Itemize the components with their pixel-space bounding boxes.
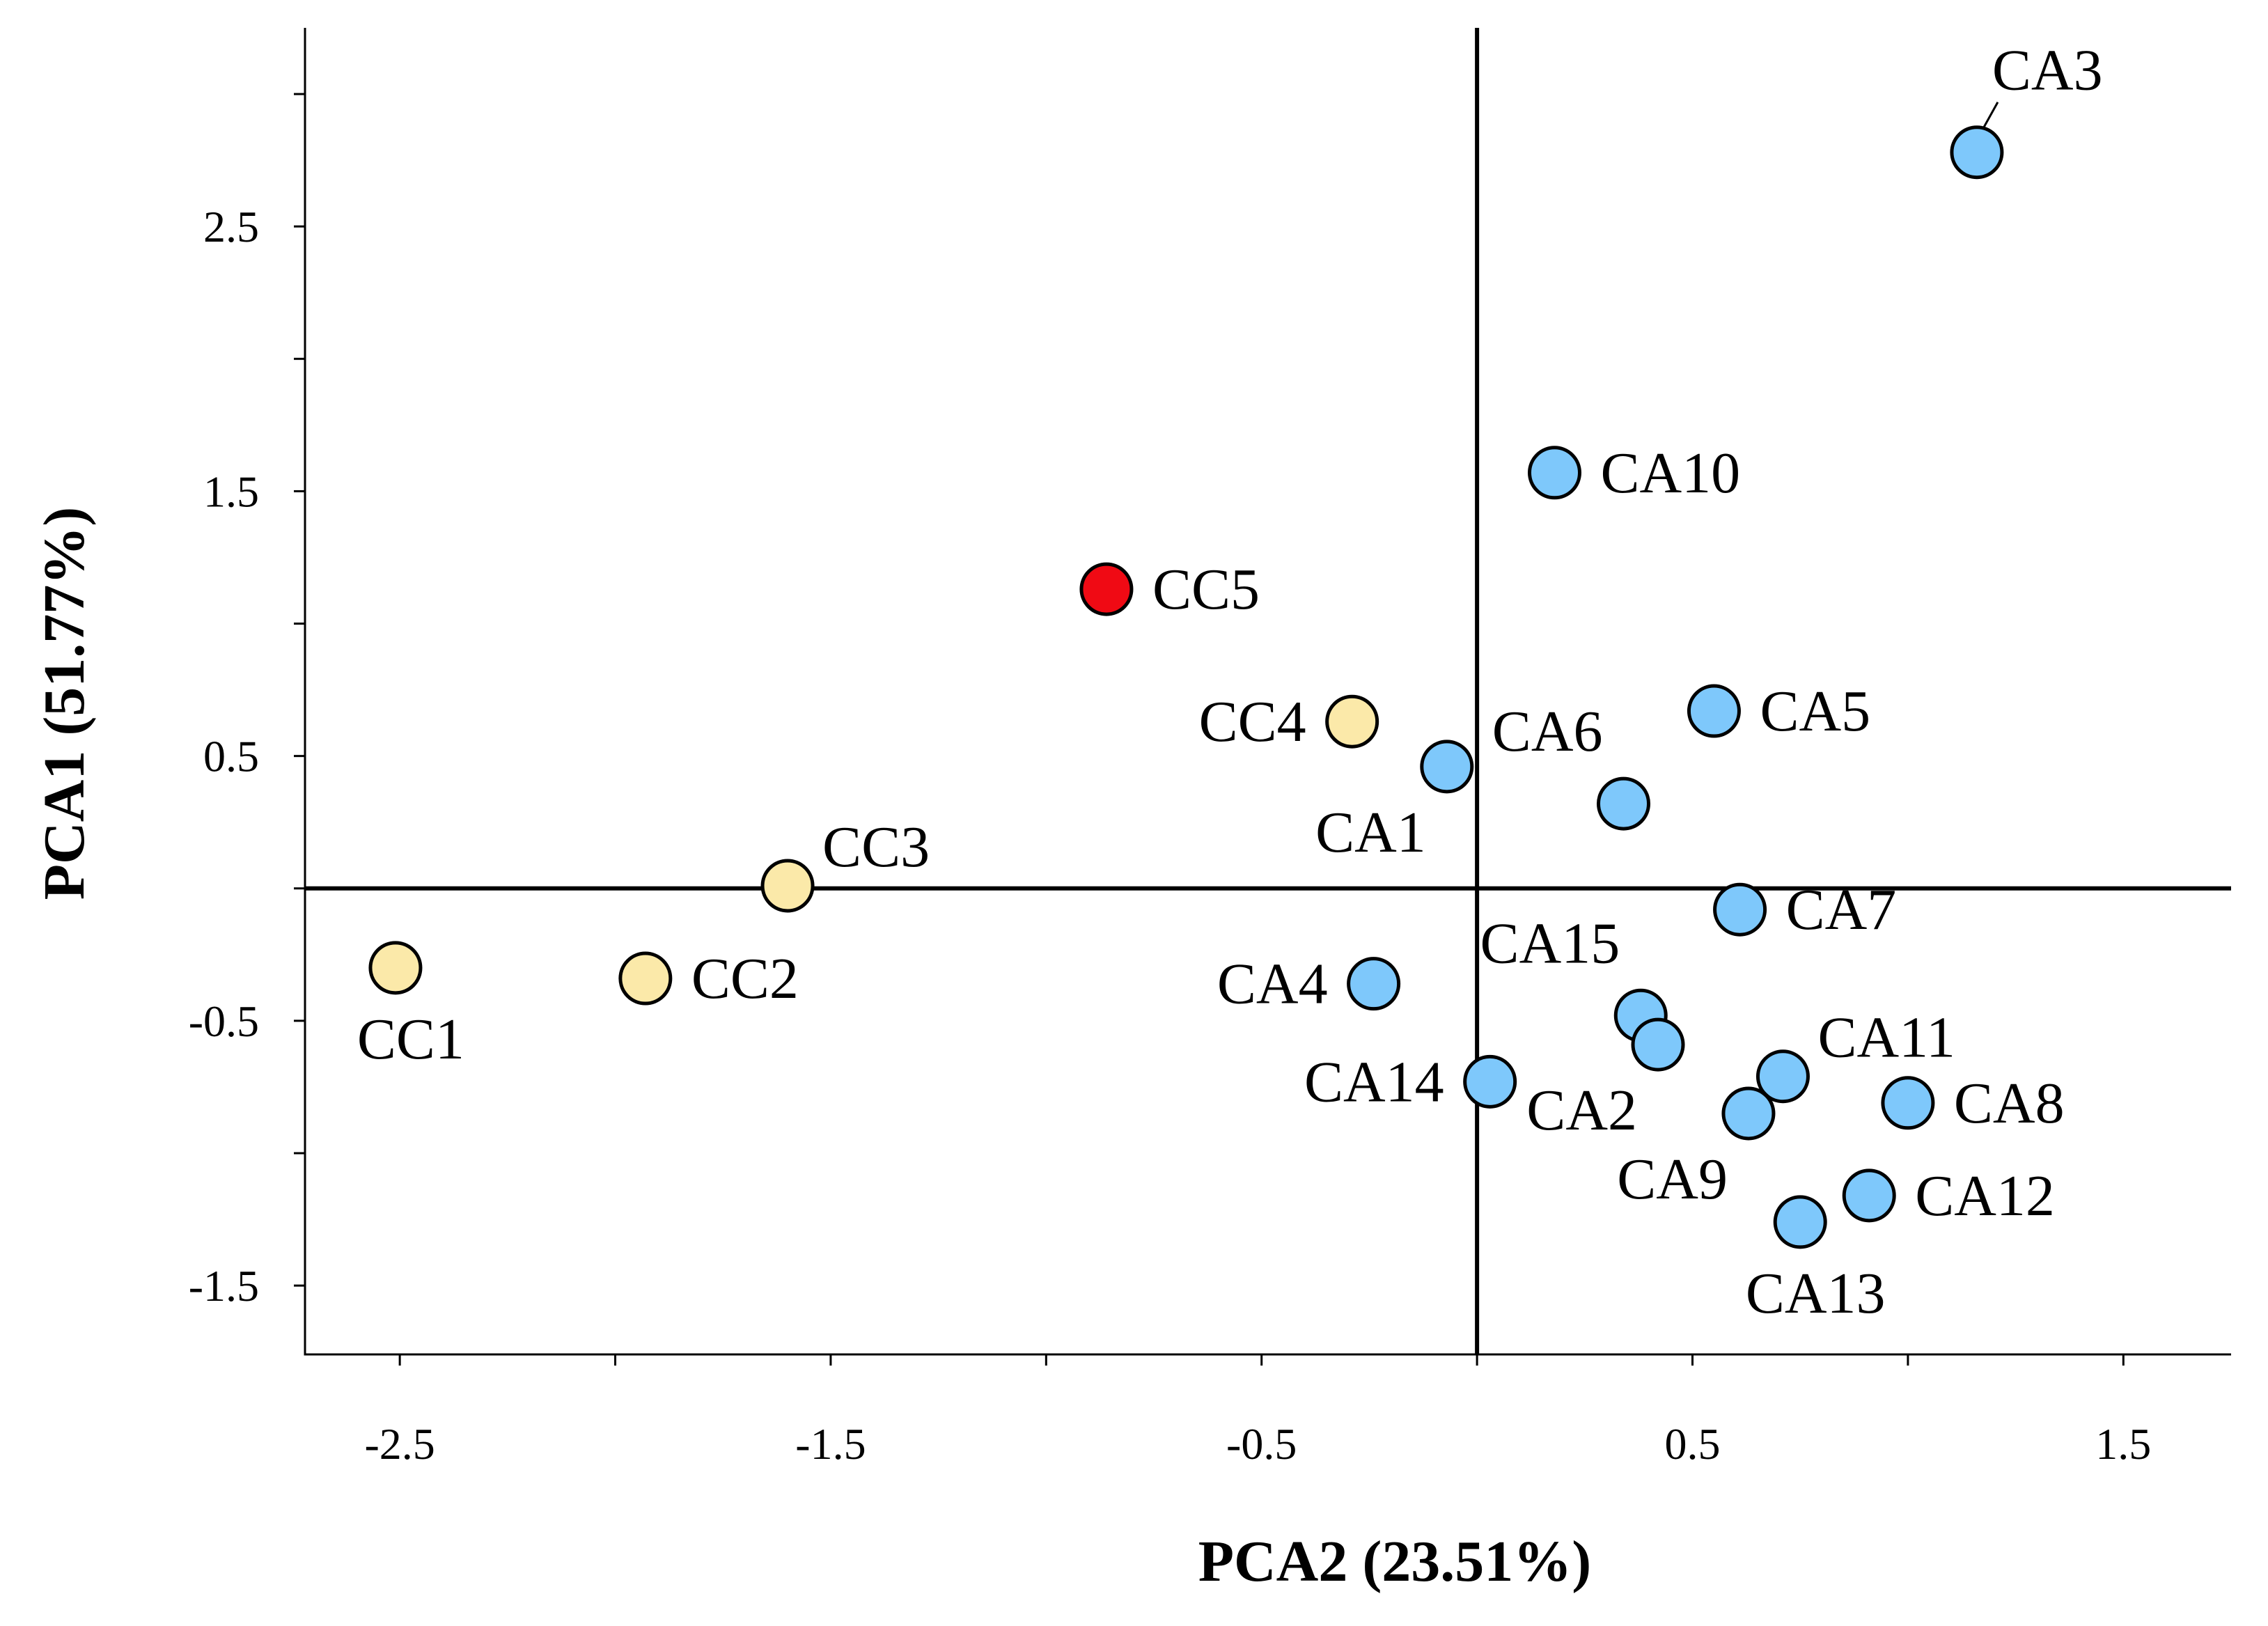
axis-frame — [304, 28, 2231, 1356]
x-tick-label: -1.5 — [795, 1419, 866, 1469]
data-point-ca4 — [1347, 957, 1401, 1011]
x-tick-label: -2.5 — [364, 1419, 435, 1469]
point-label-ca11: CA11 — [1817, 1006, 1955, 1070]
point-label-ca1: CA1 — [1315, 800, 1426, 865]
data-point-ca11 — [1755, 1049, 1810, 1104]
label-leader-ca3 — [1982, 101, 1999, 128]
data-point-ca12 — [1842, 1168, 1896, 1223]
data-point-ca7 — [1713, 882, 1767, 937]
data-point-ca3 — [1950, 125, 2004, 180]
point-label-ca15: CA15 — [1480, 911, 1620, 976]
data-point-ca14 — [1463, 1054, 1517, 1109]
point-label-ca9: CA9 — [1617, 1147, 1728, 1212]
x-tick-label: 0.5 — [1665, 1419, 1721, 1469]
data-point-cc1 — [368, 941, 423, 995]
point-label-ca2: CA2 — [1526, 1078, 1637, 1143]
point-label-ca6: CA6 — [1492, 699, 1603, 764]
axes-layer: -2.5 -1.5 -0.5 0.5 1.5 2.5 1.5 0.5 -0.5 -1.5 — [189, 28, 2231, 1469]
point-label-ca13: CA13 — [1746, 1261, 1886, 1326]
y-tick-label: 0.5 — [203, 732, 259, 781]
point-label-ca5: CA5 — [1760, 679, 1870, 744]
y-tick-label: -1.5 — [189, 1261, 259, 1311]
data-point-ca9 — [1721, 1086, 1776, 1141]
point-label-ca14: CA14 — [1304, 1049, 1444, 1114]
point-label-ca7: CA7 — [1786, 877, 1897, 942]
y-axis-title: PCA1 (51.77%) — [32, 507, 97, 900]
point-label-ca4: CA4 — [1217, 952, 1328, 1017]
x-tick-label: 1.5 — [2095, 1419, 2151, 1469]
data-point-cc4 — [1325, 694, 1379, 749]
point-label-ca8: CA8 — [1954, 1071, 2065, 1136]
data-point-ca8 — [1881, 1076, 1935, 1130]
data-point-cc5 — [1079, 562, 1134, 616]
point-label-cc3: CC3 — [822, 815, 930, 880]
y-tick-label: 2.5 — [203, 202, 259, 251]
y-tick-label: 1.5 — [203, 467, 259, 516]
point-label-cc4: CC4 — [1199, 689, 1306, 754]
reference-lines — [305, 28, 2231, 1354]
y-tick-label: -0.5 — [189, 996, 259, 1046]
point-label-ca10: CA10 — [1600, 441, 1740, 506]
point-label-ca12: CA12 — [1915, 1164, 2055, 1228]
point-labels: CA3 CA10 CC5 CC4 CA5 CA6 CA1 CC3 CA7 CC1 CC2 CA4 CA1… — [357, 38, 2103, 1326]
point-label-cc5: CC5 — [1152, 557, 1260, 622]
data-point-ca5 — [1687, 684, 1741, 738]
data-point-ca6 — [1597, 776, 1651, 831]
data-point-ca1 — [1420, 740, 1474, 794]
data-point-cc3 — [760, 859, 815, 913]
data-point-ca10 — [1527, 446, 1581, 500]
x-axis-title: PCA2 (23.51%) — [1198, 1529, 1592, 1594]
data-point-ca2 — [1631, 1017, 1685, 1072]
data-points — [368, 125, 2004, 1249]
point-label-ca3: CA3 — [1992, 38, 2103, 103]
data-point-ca13 — [1773, 1195, 1827, 1249]
x-tick-label: -0.5 — [1226, 1419, 1297, 1469]
data-point-cc2 — [618, 951, 673, 1006]
point-label-cc2: CC2 — [691, 946, 799, 1011]
point-label-cc1: CC1 — [357, 1007, 464, 1072]
